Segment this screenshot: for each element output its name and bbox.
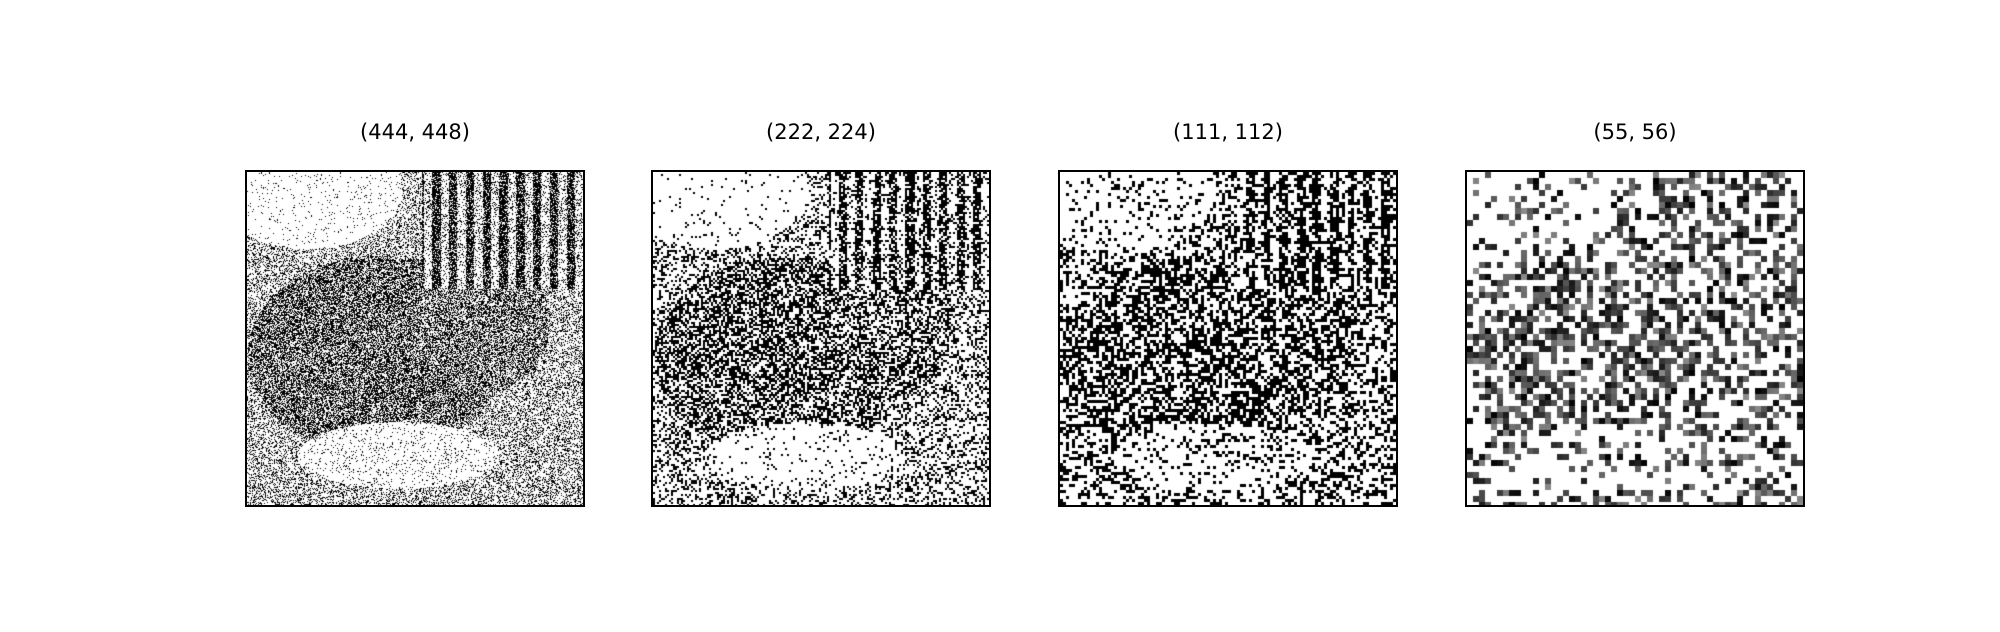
cat-edge-canvas — [1060, 172, 1396, 505]
panel-title: (111, 112) — [1173, 120, 1283, 144]
cat-edge-canvas — [247, 172, 583, 505]
cat-edge-image-111x112 — [1058, 170, 1398, 507]
panel-title: (222, 224) — [766, 120, 876, 144]
cat-edge-image-55x56 — [1465, 170, 1805, 507]
cat-edge-image-444x448 — [245, 170, 585, 507]
cat-edge-image-222x224 — [651, 170, 991, 507]
cat-edge-canvas — [1467, 172, 1803, 505]
cat-edge-canvas — [653, 172, 989, 505]
panel-title: (444, 448) — [360, 120, 470, 144]
panel-title: (55, 56) — [1593, 120, 1677, 144]
